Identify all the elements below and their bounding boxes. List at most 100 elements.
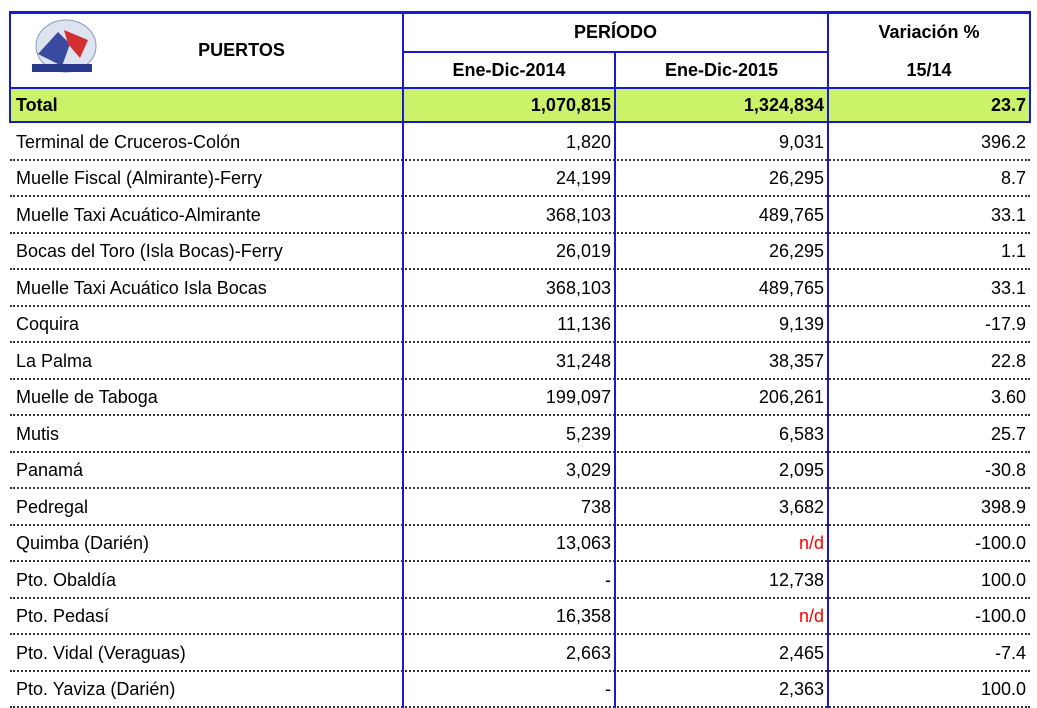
table-cell: Coquira: [16, 314, 80, 335]
table-cell: 9,139: [778, 314, 824, 335]
row-separator: [10, 231, 1030, 234]
row-separator: [10, 195, 1030, 197]
row-separator: [10, 450, 1030, 453]
table-cell: 33.1: [990, 204, 1026, 225]
row-separator: [10, 341, 1030, 343]
row-separator: [10, 268, 1030, 270]
table-cell: Pto. Obaldía: [16, 569, 117, 590]
table-cell: 100.0: [980, 569, 1026, 590]
header-cell: Ene-Dic-2014: [452, 59, 566, 80]
table-cell: -: [605, 679, 611, 700]
header-cell: PERÍODO: [573, 21, 657, 42]
header-cell: Variación %: [878, 21, 980, 42]
border-line: [614, 52, 616, 708]
table-cell: -30.8: [984, 460, 1026, 481]
table-cell: 38,357: [768, 350, 824, 371]
header-cell: 15/14: [906, 59, 952, 80]
table-cell: Pedregal: [16, 496, 89, 517]
row-separator: [10, 304, 1030, 307]
table-cell: Muelle Taxi Acuático Isla Bocas: [16, 277, 267, 298]
table-cell: Pto. Vidal (Veraguas): [16, 642, 186, 663]
table-cell: 22.8: [990, 350, 1026, 371]
table-cell: Pto. Pedasí: [16, 606, 110, 627]
table-cell: 738: [580, 496, 611, 517]
border-line: [10, 11, 1030, 14]
table-cell: La Palma: [16, 350, 93, 371]
table-cell: 368,103: [545, 204, 611, 225]
table-cell: 489,765: [758, 277, 824, 298]
total-cell: 1,070,815: [530, 94, 611, 115]
table-cell: Mutis: [16, 423, 60, 444]
table-cell: 16,358: [555, 606, 611, 627]
table-cell: Muelle de Taboga: [16, 387, 158, 408]
table-cell: 2,663: [565, 642, 611, 663]
table-cell: 33.1: [990, 277, 1026, 298]
table-cell: 396.2: [980, 131, 1026, 152]
table-cell: -100.0: [974, 533, 1026, 554]
table-cell: 8.7: [1000, 168, 1026, 189]
table-cell: 26,295: [768, 168, 824, 189]
border-line: [10, 87, 1030, 89]
table-cell: 26,295: [768, 241, 824, 262]
border-line: [10, 121, 1030, 123]
table-cell: 11,136: [557, 314, 611, 335]
table-cell: 9,031: [778, 131, 824, 152]
table-cell: 3,682: [778, 496, 824, 517]
table-cell: 12,738: [768, 569, 824, 590]
table-cell: Panamá: [16, 460, 84, 481]
table-cell: 3.60: [990, 387, 1026, 408]
row-separator: [10, 596, 1030, 599]
header-cell: PUERTOS: [198, 39, 285, 60]
row-separator: [10, 523, 1030, 526]
table-cell: -: [605, 569, 611, 590]
border-line: [1029, 11, 1031, 123]
row-separator: [10, 414, 1030, 416]
table-cell: 206,261: [758, 387, 824, 408]
table-cell: -17.9: [984, 314, 1026, 335]
table-cell: 199,097: [545, 387, 611, 408]
table-cell: 2,465: [778, 642, 824, 663]
row-separator: [10, 560, 1030, 562]
table-cell: 31,248: [555, 350, 611, 371]
table-cell: Bocas del Toro (Isla Bocas)-Ferry: [16, 241, 283, 262]
table-cell: Terminal de Cruceros-Colón: [16, 131, 241, 152]
row-separator: [10, 633, 1030, 635]
row-separator: [10, 487, 1030, 489]
row-separator: [10, 669, 1030, 672]
table-cell: Pto. Yaviza (Darién): [16, 679, 176, 700]
table-cell: 25.7: [990, 423, 1026, 444]
border-line: [9, 11, 11, 123]
table-cell: 1.1: [1000, 241, 1026, 262]
table-cell: 5,239: [565, 423, 611, 444]
table-cell: 13,063: [555, 533, 611, 554]
logo: [32, 19, 97, 73]
total-cell: 23.7: [990, 94, 1026, 115]
table-cell: n/d: [798, 606, 824, 627]
table-cell: 3,029: [565, 460, 611, 481]
table-cell: Quimba (Darién): [16, 533, 150, 554]
row-separator: [10, 706, 1030, 708]
header-cell: Ene-Dic-2015: [664, 59, 779, 80]
row-separator: [10, 377, 1030, 380]
total-row-bg: [10, 88, 1030, 122]
table-cell: 1,820: [565, 131, 611, 152]
table-cell: 6,583: [778, 423, 824, 444]
table-cell: 24,199: [555, 168, 611, 189]
total-cell: Total: [16, 94, 58, 115]
table-cell: 489,765: [758, 204, 824, 225]
border-line: [402, 11, 404, 708]
table-cell: -100.0: [974, 606, 1026, 627]
table-cell: -7.4: [994, 642, 1026, 663]
table-cell: 2,095: [778, 460, 824, 481]
table-cell: 26,019: [555, 241, 611, 262]
table-cell: 100.0: [980, 679, 1026, 700]
total-cell: 1,324,834: [743, 94, 824, 115]
table-cell: 2,363: [778, 679, 824, 700]
table-cell: 398.9: [980, 496, 1026, 517]
border-line: [827, 11, 829, 708]
row-separator: [10, 158, 1030, 161]
table-cell: n/d: [798, 533, 824, 554]
table-cell: Muelle Fiscal (Almirante)-Ferry: [16, 168, 263, 189]
table-cell: 368,103: [545, 277, 611, 298]
